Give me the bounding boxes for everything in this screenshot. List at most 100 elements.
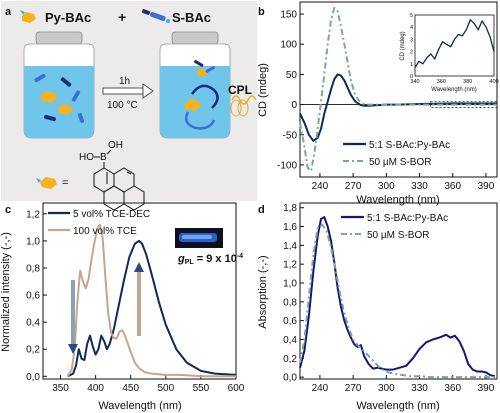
- panel-d-ytick-label: 0,2: [283, 354, 297, 365]
- legend-label-c1: 5 vol% TCE-DEC: [73, 209, 150, 220]
- panel-c-ylabel: Normalized intensity (-,-): [0, 232, 12, 352]
- inset-ytick-label: 3: [410, 37, 413, 43]
- arrow-time-label: 1h: [119, 76, 130, 87]
- panel-d-ytick-label: 1,2: [283, 260, 297, 271]
- panel-d-ytick-label: 0,6: [283, 316, 297, 327]
- panel-d-ytick-label: 1,4: [283, 241, 297, 252]
- panel-b-ytick-label: -50: [283, 130, 298, 141]
- panel-d-ytick-label: 0,4: [283, 335, 297, 346]
- panel-a-scheme: a Py-BAc + S-BAc 1h: [1, 1, 257, 211]
- reaction-arrow: [102, 83, 154, 99]
- panel-d-ytick-label: 1,0: [283, 279, 297, 290]
- panel-c-ytick-label: 0,2: [26, 345, 40, 356]
- panel-c-xtick-label: 450: [122, 383, 139, 394]
- panel-label-a: a: [5, 6, 12, 18]
- panel-label-d: d: [258, 204, 265, 216]
- panel-d-ylabel: Absorption (-,-): [257, 255, 269, 328]
- panel-d-xtick-label: 300: [378, 383, 395, 394]
- panel-d-ytick-label: 0,0: [283, 373, 297, 384]
- panel-d-xtick-label: 270: [345, 383, 362, 394]
- inset-xtick-label: 400: [489, 79, 498, 85]
- panel-d-ytick-label: 0,8: [283, 297, 297, 308]
- panel-c-legend: 5 vol% TCE-DEC 100 vol% TCE: [48, 209, 150, 237]
- legend-label-d1: 5:1 S-BAc:Py-BAc: [367, 213, 448, 224]
- panel-d-series-1-line: [299, 216, 496, 378]
- inset-ytick-label: 5: [410, 13, 413, 19]
- inset-xtick-label: 360: [437, 79, 446, 85]
- oh-label: OH: [108, 140, 123, 151]
- panel-b-xlabel: Wavelength (nm): [356, 194, 439, 206]
- inset-ytick-label: 2: [410, 50, 413, 56]
- cpl-wave-icon: [230, 95, 257, 117]
- inset-ytick-label: 1: [410, 62, 413, 68]
- panel-b-xtick-label: 330: [411, 181, 428, 192]
- g-pl-annotation: gPL = 9 x 10-4: [177, 253, 243, 266]
- legend-label-b2: 50 µM S-BOR: [369, 157, 431, 168]
- inset-xtick-label: 340: [410, 79, 419, 85]
- panel-c-ytick-label: 0,4: [26, 318, 40, 329]
- panel-b-xtick-label: 240: [312, 181, 329, 192]
- increase-arrow: [134, 262, 144, 336]
- panel-b-ytick-label: 50: [286, 70, 298, 81]
- panel-c-xtick-label: 550: [193, 383, 210, 394]
- inset-series-line: [414, 18, 495, 68]
- inset-ytick-label: 0: [410, 74, 413, 80]
- panel-c-ytick-label: 0,8: [26, 263, 40, 274]
- panel-d-xlabel: Wavelength (nm): [356, 400, 439, 412]
- panel-c-pl-chart: c Wavelength (nm) Normalized intensity (…: [0, 202, 245, 412]
- inset-xlabel: Wavelength (nm): [431, 87, 476, 93]
- panel-b-legend: 5:1 S-BAc:Py-BAc 50 µM S-BOR: [343, 140, 450, 168]
- panel-b-xtick-label: 360: [444, 181, 461, 192]
- panel-d-plot-frame: [299, 202, 498, 380]
- panel-d-ytick-label: 1,8: [283, 203, 297, 214]
- panel-c-xtick-label: 600: [228, 383, 245, 394]
- ho-label: HO: [79, 152, 94, 163]
- legend-label-d2: 50 µM S-BOR: [367, 230, 429, 241]
- panel-d-legend: 5:1 S-BAc:Py-BAc 50 µM S-BOR: [341, 213, 448, 241]
- panel-c-ytick-label: 1,2: [26, 209, 40, 220]
- arrow-temperature-label: 100 °C: [107, 100, 138, 111]
- inset-xtick-label: 380: [463, 79, 472, 85]
- panel-b-zoom-region: [430, 101, 498, 108]
- panel-c-xtick-label: 400: [87, 383, 104, 394]
- panel-d-xtick-label: 390: [478, 383, 495, 394]
- s-bac-icon: [141, 9, 170, 23]
- panel-label-c: c: [5, 204, 11, 216]
- panel-c-ytick-label: 1,0: [26, 236, 40, 247]
- py-bac-icon: [20, 10, 36, 23]
- panel-c-series-2-line: [66, 223, 236, 378]
- panel-b-ytick-label: -100: [277, 160, 297, 171]
- panel-b-plot-frame: [299, 1, 498, 178]
- panel-c-ytick-label: 0,6: [26, 291, 40, 302]
- panel-b-ytick-label: 150: [280, 10, 297, 21]
- panel-b-xtick-label: 300: [378, 181, 395, 192]
- panel-b-ytick-label: 0: [291, 100, 297, 111]
- panel-b-ytick-label: 100: [280, 40, 297, 51]
- legend-label-b1: 5:1 S-BAc:Py-BAc: [369, 140, 450, 151]
- panel-b-xtick-label: 270: [345, 181, 362, 192]
- boron-label: B: [100, 152, 107, 163]
- panel-d-series-2-line: [299, 223, 497, 379]
- panel-c-series-1-line: [67, 239, 237, 378]
- panel-c-xlabel: Wavelength (nm): [98, 400, 181, 412]
- pyrene-boronic-acid-structure: = HO B OH: [36, 140, 145, 211]
- equals-sign: =: [62, 177, 68, 189]
- inset-ytick-label: 4: [410, 25, 413, 31]
- s-bac-label: S-BAc: [172, 10, 211, 25]
- legend-label-c2: 100 vol% TCE: [73, 226, 137, 237]
- py-bac-label: Py-BAc: [45, 10, 91, 25]
- panel-b-cd-chart: b Wavelength (nm) CD (mdeg) 240 270 300 330…: [257, 1, 499, 206]
- inset-ylabel: CD (mdeg): [400, 31, 406, 60]
- panel-b-xtick-label: 390: [478, 181, 495, 192]
- panel-label-b: b: [258, 6, 265, 18]
- panel-d-xtick-label: 360: [444, 383, 461, 394]
- decrease-arrow: [68, 280, 78, 354]
- inset-frame: [414, 14, 495, 77]
- panel-b-ylabel: CD (mdeg): [257, 63, 269, 117]
- vial-left: [23, 31, 95, 139]
- panel-d-xtick-label: 240: [312, 383, 329, 394]
- vial-photo: [175, 228, 223, 248]
- panel-c-xtick-label: 350: [52, 383, 69, 394]
- panel-d-xtick-label: 330: [411, 383, 428, 394]
